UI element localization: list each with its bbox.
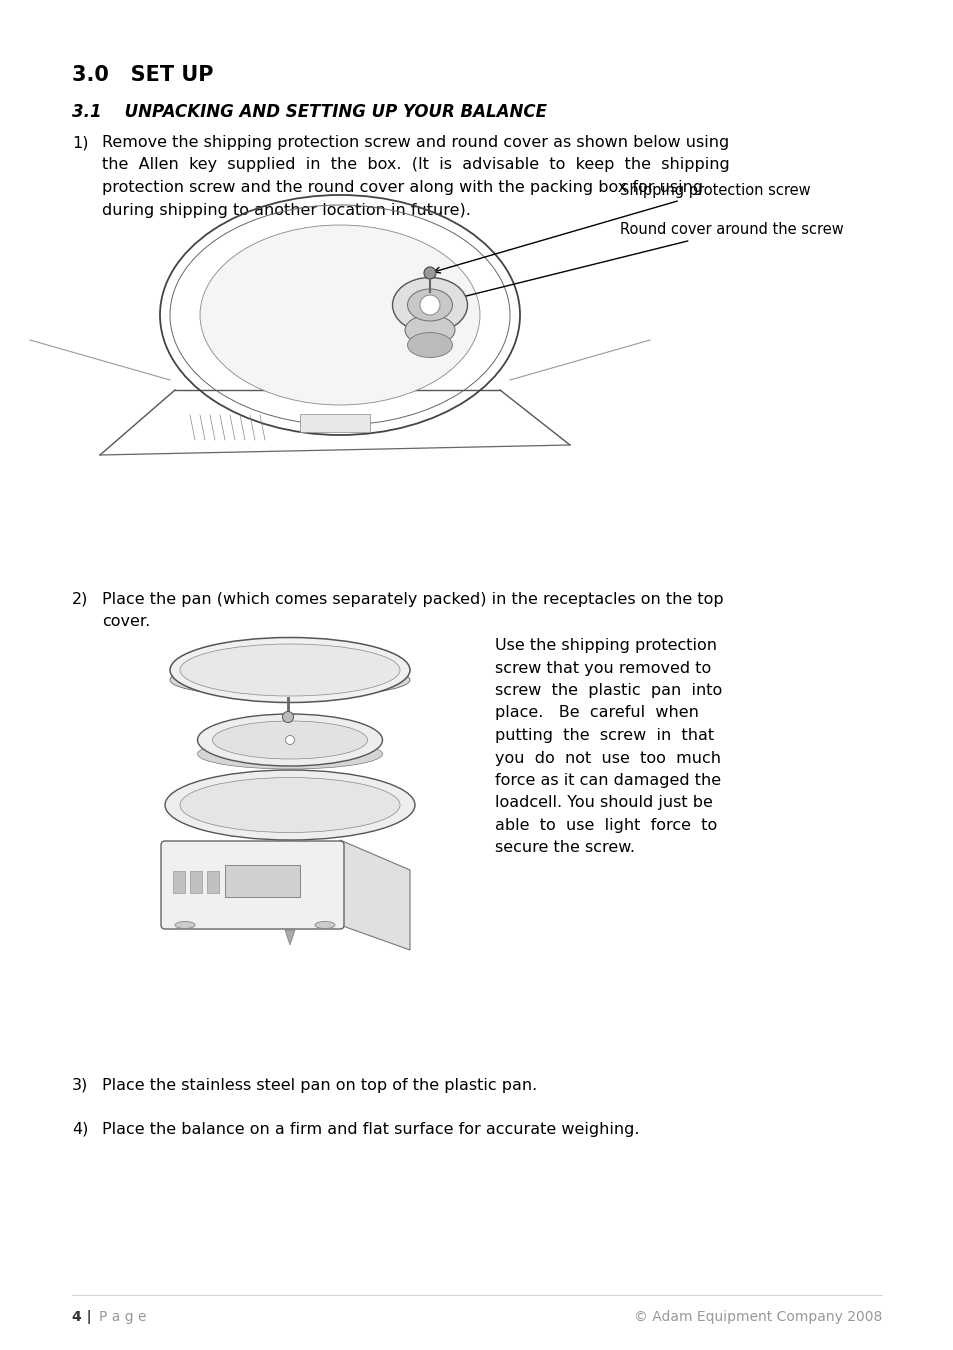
Circle shape [423, 267, 436, 279]
Text: during shipping to another location in future).: during shipping to another location in f… [102, 202, 471, 217]
Circle shape [282, 711, 294, 722]
Ellipse shape [180, 778, 399, 833]
Text: 3.0   SET UP: 3.0 SET UP [71, 65, 213, 85]
Text: you  do  not  use  too  much: you do not use too much [495, 751, 720, 765]
Text: secure the screw.: secure the screw. [495, 841, 635, 856]
Ellipse shape [197, 738, 382, 769]
FancyBboxPatch shape [161, 841, 344, 929]
Text: Place the stainless steel pan on top of the plastic pan.: Place the stainless steel pan on top of … [102, 1079, 537, 1094]
Ellipse shape [407, 332, 452, 358]
Ellipse shape [392, 278, 467, 332]
Text: Place the balance on a firm and flat surface for accurate weighing.: Place the balance on a firm and flat sur… [102, 1122, 639, 1137]
Text: 3): 3) [71, 1079, 89, 1094]
Ellipse shape [170, 663, 410, 698]
Text: 3.1    UNPACKING AND SETTING UP YOUR BALANCE: 3.1 UNPACKING AND SETTING UP YOUR BALANC… [71, 103, 546, 122]
Text: 4 |: 4 | [71, 1310, 91, 1324]
Bar [225, 865, 299, 896]
Text: Round cover around the screw: Round cover around the screw [434, 223, 842, 305]
Text: force as it can damaged the: force as it can damaged the [495, 774, 720, 788]
Bar [172, 871, 185, 892]
Ellipse shape [170, 637, 410, 702]
Text: © Adam Equipment Company 2008: © Adam Equipment Company 2008 [633, 1310, 882, 1324]
Text: loadcell. You should just be: loadcell. You should just be [495, 795, 712, 810]
Ellipse shape [314, 922, 335, 929]
Ellipse shape [407, 289, 452, 321]
Text: 4): 4) [71, 1122, 89, 1137]
Ellipse shape [213, 721, 367, 759]
Circle shape [285, 736, 294, 744]
Text: 2): 2) [71, 593, 89, 608]
Text: Shipping protection screw: Shipping protection screw [434, 182, 810, 273]
Text: Place the pan (which comes separately packed) in the receptacles on the top: Place the pan (which comes separately pa… [102, 593, 723, 608]
Text: able  to  use  light  force  to: able to use light force to [495, 818, 717, 833]
Text: place.   Be  careful  when: place. Be careful when [495, 706, 699, 721]
Text: screw  the  plastic  pan  into: screw the plastic pan into [495, 683, 721, 698]
Bar [207, 871, 219, 892]
Ellipse shape [405, 315, 455, 346]
Ellipse shape [180, 644, 399, 697]
Circle shape [419, 296, 439, 315]
Bar [190, 871, 202, 892]
Text: putting  the  screw  in  that: putting the screw in that [495, 728, 714, 743]
Text: protection screw and the round cover along with the packing box for using: protection screw and the round cover alo… [102, 180, 702, 194]
Bar [299, 414, 370, 432]
Ellipse shape [174, 922, 194, 929]
Ellipse shape [197, 714, 382, 765]
Text: 1): 1) [71, 135, 89, 150]
Ellipse shape [200, 225, 479, 405]
Ellipse shape [165, 769, 415, 840]
Text: the  Allen  key  supplied  in  the  box.  (It  is  advisable  to  keep  the  shi: the Allen key supplied in the box. (It i… [102, 158, 729, 173]
Polygon shape [339, 840, 410, 950]
Text: cover.: cover. [102, 614, 150, 629]
Text: Use the shipping protection: Use the shipping protection [495, 639, 717, 653]
Text: screw that you removed to: screw that you removed to [495, 660, 711, 675]
Polygon shape [285, 930, 294, 945]
Text: P a g e: P a g e [99, 1310, 147, 1324]
Text: Remove the shipping protection screw and round cover as shown below using: Remove the shipping protection screw and… [102, 135, 728, 150]
